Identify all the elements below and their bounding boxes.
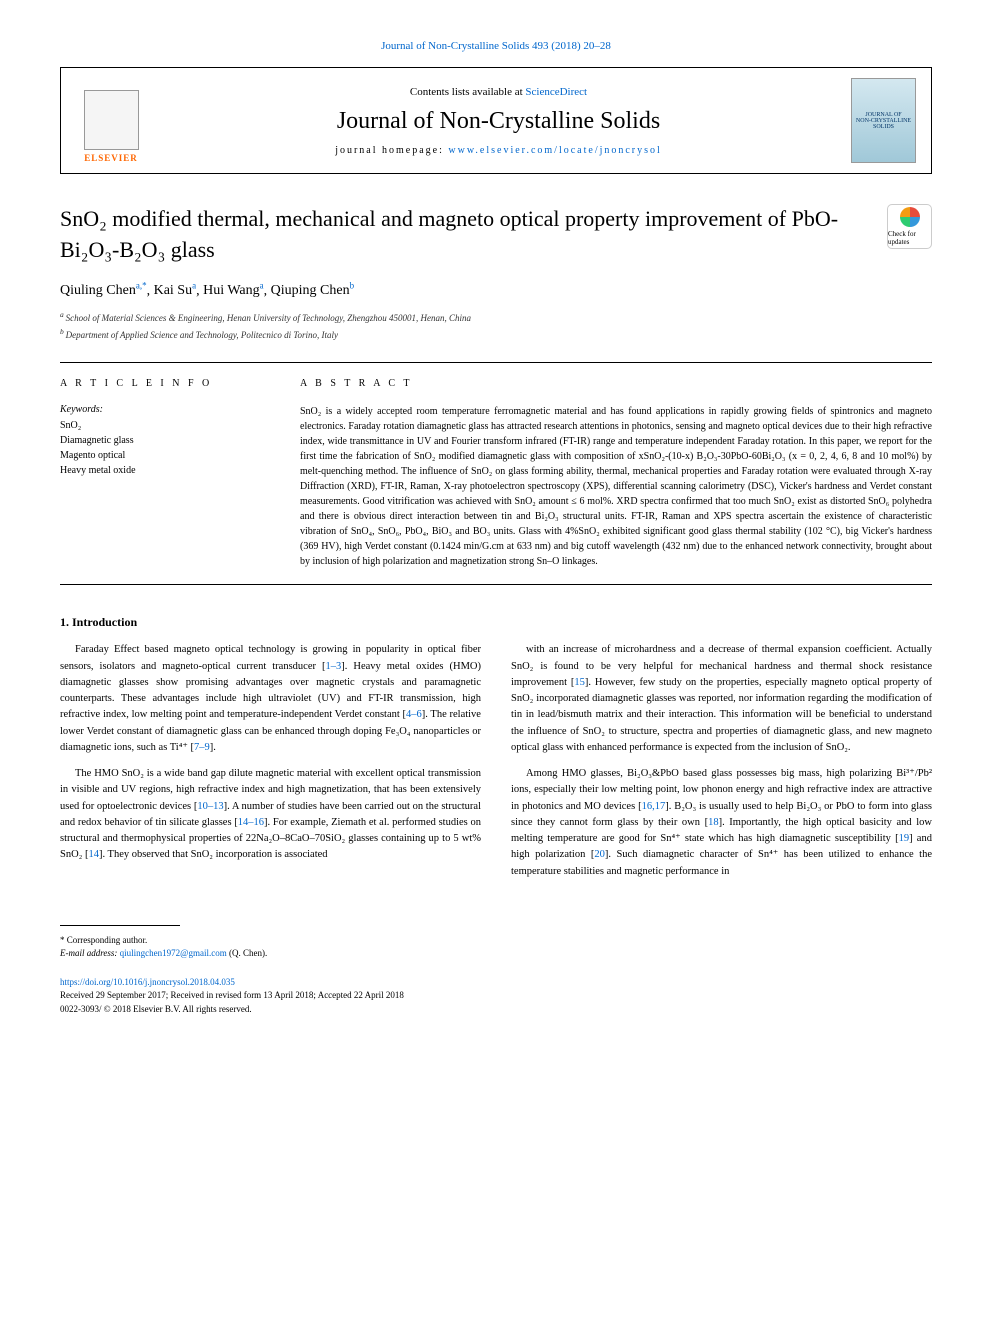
corresponding-author-note: * Corresponding author.: [60, 934, 932, 948]
cover-text-2: NON-CRYSTALLINE SOLIDS: [852, 118, 915, 130]
article-info-column: A R T I C L E I N F O Keywords: SnO₂Diam…: [60, 378, 260, 569]
article-info-label: A R T I C L E I N F O: [60, 378, 260, 389]
body-paragraph: Faraday Effect based magneto optical tec…: [60, 642, 481, 756]
homepage-line: journal homepage: www.elsevier.com/locat…: [146, 145, 851, 156]
reference-link[interactable]: 4–6: [406, 709, 422, 720]
section-1-heading: 1. Introduction: [60, 615, 932, 630]
elsevier-tree-icon: [84, 90, 139, 150]
body-paragraph: Among HMO glasses, Bi₂O₃&PbO based glass…: [511, 766, 932, 880]
email-link[interactable]: qiulingchen1972@gmail.com: [120, 948, 227, 958]
sciencedirect-link[interactable]: ScienceDirect: [525, 86, 587, 98]
reference-link[interactable]: 15: [574, 677, 585, 688]
contents-prefix: Contents lists available at: [410, 86, 525, 98]
affiliation-text: School of Material Sciences & Engineerin…: [66, 313, 471, 323]
check-updates-icon: [900, 207, 920, 227]
reference-link[interactable]: 7–9: [194, 742, 210, 753]
check-updates-label: Check for updates: [888, 230, 931, 246]
reference-link[interactable]: 10–13: [197, 801, 223, 812]
body-column-left: Faraday Effect based magneto optical tec…: [60, 642, 481, 890]
keyword-item: Heavy metal oxide: [60, 463, 260, 478]
author-name: Qiuping Chen: [271, 283, 350, 298]
email-suffix: (Q. Chen).: [227, 948, 268, 958]
affiliations-block: a School of Material Sciences & Engineer…: [60, 309, 932, 342]
author-affiliation-sup: a,*: [136, 281, 147, 291]
received-dates: Received 29 September 2017; Received in …: [60, 989, 932, 1003]
check-updates-badge[interactable]: Check for updates: [887, 204, 932, 249]
author-affiliation-sup: a: [260, 281, 264, 291]
keywords-label: Keywords:: [60, 404, 260, 415]
footnote-separator: [60, 925, 180, 926]
reference-link[interactable]: 1–3: [325, 661, 341, 672]
journal-name: Journal of Non-Crystalline Solids: [146, 108, 851, 135]
reference-link[interactable]: 16,17: [642, 801, 666, 812]
reference-link[interactable]: 20: [594, 849, 605, 860]
elsevier-logo: ELSEVIER: [76, 78, 146, 163]
body-paragraph: The HMO SnO₂ is a wide band gap dilute m…: [60, 766, 481, 864]
email-line: E-mail address: qiulingchen1972@gmail.co…: [60, 947, 932, 961]
keyword-item: SnO₂: [60, 418, 260, 433]
reference-link[interactable]: 19: [899, 833, 910, 844]
doi-link[interactable]: https://doi.org/10.1016/j.jnoncrysol.201…: [60, 977, 235, 987]
journal-header-box: ELSEVIER Contents lists available at Sci…: [60, 67, 932, 174]
article-title: SnO₂ modified thermal, mechanical and ma…: [60, 204, 867, 266]
header-citation: Journal of Non-Crystalline Solids 493 (2…: [60, 40, 932, 52]
author-affiliation-sup: b: [350, 281, 355, 291]
author-name: Hui Wang: [203, 283, 260, 298]
body-column-right: with an increase of microhardness and a …: [511, 642, 932, 890]
homepage-prefix: journal homepage:: [335, 145, 448, 156]
contents-line: Contents lists available at ScienceDirec…: [146, 86, 851, 98]
affiliation-text: Department of Applied Science and Techno…: [66, 330, 338, 340]
body-paragraph: with an increase of microhardness and a …: [511, 642, 932, 756]
reference-link[interactable]: 14–16: [238, 817, 264, 828]
author-name: Kai Su: [154, 283, 193, 298]
journal-cover-thumbnail: JOURNAL OF NON-CRYSTALLINE SOLIDS: [851, 78, 916, 163]
abstract-label: A B S T R A C T: [300, 378, 932, 389]
abstract-text: SnO₂ is a widely accepted room temperatu…: [300, 404, 932, 569]
homepage-link[interactable]: www.elsevier.com/locate/jnoncrysol: [448, 145, 661, 156]
reference-link[interactable]: 14: [88, 849, 99, 860]
elsevier-label: ELSEVIER: [84, 153, 138, 163]
author-name: Qiuling Chen: [60, 283, 136, 298]
divider: [60, 584, 932, 585]
author-affiliation-sup: a: [192, 281, 196, 291]
abstract-column: A B S T R A C T SnO₂ is a widely accepte…: [300, 378, 932, 569]
copyright-line: 0022-3093/ © 2018 Elsevier B.V. All righ…: [60, 1003, 932, 1017]
reference-link[interactable]: 18: [708, 817, 719, 828]
authors-line: Qiuling Chena,*, Kai Sua, Hui Wanga, Qiu…: [60, 281, 932, 300]
divider: [60, 362, 932, 363]
keyword-item: Magento optical: [60, 448, 260, 463]
keyword-item: Diamagnetic glass: [60, 433, 260, 448]
email-label: E-mail address:: [60, 948, 120, 958]
